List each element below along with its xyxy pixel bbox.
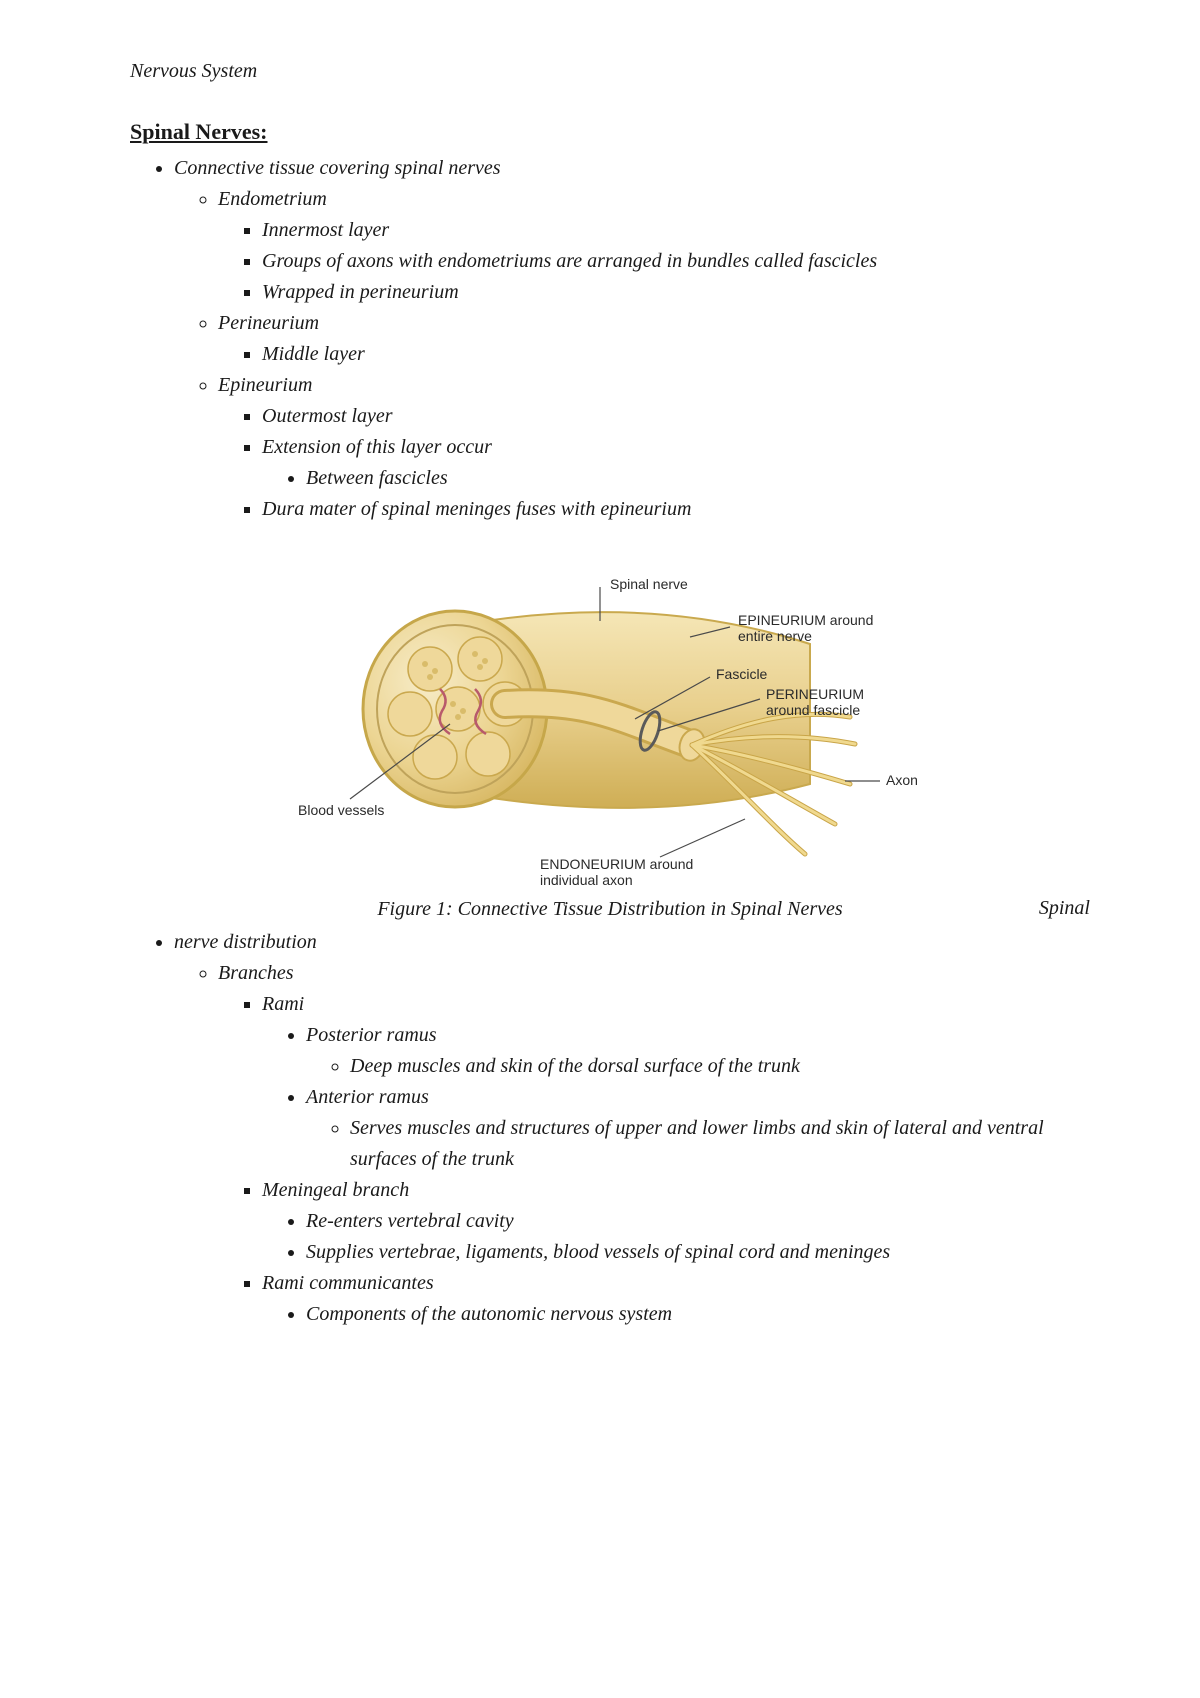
epi-i1: Outermost layer <box>262 401 1090 432</box>
ant-ramus-d: Serves muscles and structures of upper a… <box>350 1113 1090 1175</box>
lbl-endoneurium-2: individual axon <box>540 872 633 888</box>
epi-title-text: Epineurium <box>218 374 312 396</box>
caption-row: Figure 1: Connective Tissue Distribution… <box>130 898 1090 921</box>
meningeal: Meningeal branch Re-enters vertebral cav… <box>262 1175 1090 1268</box>
epi-i3: Dura mater of spinal meninges fuses with… <box>262 494 1090 525</box>
rami-comm-a: Components of the autonomic nervous syst… <box>306 1299 1090 1330</box>
epi-title: Epineurium Outermost layer Extension of … <box>218 370 1090 525</box>
lbl-perineurium-2: around fascicle <box>766 702 860 718</box>
post-ramus-text: Posterior ramus <box>306 1024 437 1046</box>
wrap-word-spinal: Spinal <box>1039 893 1090 924</box>
endo-title-text: Endometrium <box>218 188 327 210</box>
lbl-endoneurium-1: ENDONEURIUM around <box>540 856 693 872</box>
branches-title-text: Branches <box>218 962 294 984</box>
lbl-spinal-nerve: Spinal nerve <box>610 576 688 592</box>
running-title: Nervous System <box>130 60 1090 83</box>
l1-distribution: Spinal nerve distribution Branches Rami … <box>174 927 1090 1330</box>
meningeal-text: Meningeal branch <box>262 1179 409 1201</box>
post-ramus-d: Deep muscles and skin of the dorsal surf… <box>350 1051 1090 1082</box>
section-heading: Spinal Nerves: <box>130 119 1090 145</box>
epi-i2a: Between fascicles <box>306 463 1090 494</box>
lbl-blood-vessels: Blood vessels <box>298 802 384 818</box>
endo-i2: Groups of axons with endometriums are ar… <box>262 246 1090 277</box>
epi-i2: Extension of this layer occur Between fa… <box>262 432 1090 494</box>
branches-title: Branches Rami Posterior ramus Deep muscl… <box>218 958 1090 1330</box>
lbl-fascicle: Fascicle <box>716 666 768 682</box>
page: Nervous System Spinal Nerves: Connective… <box>0 0 1200 1410</box>
endo-i3: Wrapped in perineurium <box>262 277 1090 308</box>
rami-comm-text: Rami communicantes <box>262 1272 434 1294</box>
lbl-axon: Axon <box>886 772 918 788</box>
l1-connective-text: Connective tissue covering spinal nerves <box>174 157 501 179</box>
rami-text: Rami <box>262 993 304 1015</box>
outline-root-2: Spinal nerve distribution Branches Rami … <box>130 927 1090 1330</box>
figure-1: Spinal nerve EPINEURIUM around entire ne… <box>130 549 1090 921</box>
l1-distribution-text: nerve distribution <box>174 931 317 953</box>
epi-i2-text: Extension of this layer occur <box>262 436 492 458</box>
lbl-perineurium-1: PERINEURIUM <box>766 686 864 702</box>
lbl-epineurium-1: EPINEURIUM around <box>738 612 873 628</box>
rami: Rami Posterior ramus Deep muscles and sk… <box>262 989 1090 1175</box>
endo-i1: Innermost layer <box>262 215 1090 246</box>
ant-ramus-text: Anterior ramus <box>306 1086 429 1108</box>
rami-comm: Rami communicantes Components of the aut… <box>262 1268 1090 1330</box>
outline-root: Connective tissue covering spinal nerves… <box>130 153 1090 525</box>
meningeal-b: Supplies vertebrae, ligaments, blood ves… <box>306 1237 1090 1268</box>
figure-caption: Figure 1: Connective Tissue Distribution… <box>130 898 1090 921</box>
ant-ramus: Anterior ramus Serves muscles and struct… <box>306 1082 1090 1175</box>
meningeal-a: Re-enters vertebral cavity <box>306 1206 1090 1237</box>
peri-i1: Middle layer <box>262 339 1090 370</box>
peri-title: Perineurium Middle layer <box>218 308 1090 370</box>
peri-title-text: Perineurium <box>218 312 319 334</box>
post-ramus: Posterior ramus Deep muscles and skin of… <box>306 1020 1090 1082</box>
nerve-diagram: Spinal nerve EPINEURIUM around entire ne… <box>290 549 930 889</box>
l1-connective: Connective tissue covering spinal nerves… <box>174 153 1090 525</box>
endo-title: Endometrium Innermost layer Groups of ax… <box>218 184 1090 308</box>
lbl-epineurium-2: entire nerve <box>738 628 812 644</box>
